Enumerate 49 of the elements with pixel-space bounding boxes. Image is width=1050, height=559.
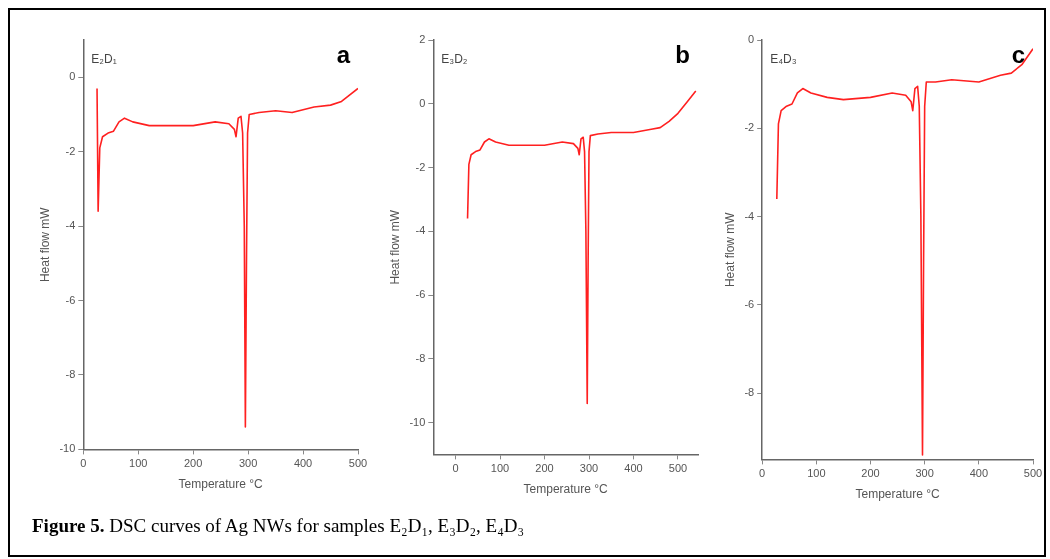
y-tick-label: -8 bbox=[744, 386, 755, 399]
x-tick-label: 400 bbox=[624, 462, 643, 475]
annotation: E₂D₁ bbox=[91, 52, 117, 67]
x-tick-label: 0 bbox=[80, 457, 87, 470]
annotation: E₄D₃ bbox=[770, 52, 797, 67]
annotation: E₃D₂ bbox=[441, 52, 468, 67]
y-axis-title: Heat flow mW bbox=[722, 211, 737, 288]
x-tick-label: 200 bbox=[535, 462, 554, 475]
y-tick-label: -4 bbox=[65, 219, 76, 232]
y-tick-label: 0 bbox=[69, 70, 76, 83]
x-tick-label: 500 bbox=[668, 462, 688, 475]
caption: Figure 5. DSC curves of Ag NWs for samples E₂D₁, E₃D₂, E₄D₃ bbox=[32, 515, 525, 537]
y-tick-label: -8 bbox=[415, 351, 426, 364]
y-axis-title: Heat flow mW bbox=[387, 209, 402, 285]
x-axis-title: Temperature °C bbox=[523, 482, 609, 497]
y-tick-label: -10 bbox=[409, 415, 426, 428]
y-tick-label: -6 bbox=[744, 297, 755, 310]
x-tick-label: 300 bbox=[915, 467, 934, 480]
annotation: b bbox=[675, 40, 690, 68]
y-tick-label: 2 bbox=[419, 33, 426, 46]
x-tick-label: 500 bbox=[348, 457, 368, 470]
x-tick-label: 300 bbox=[579, 462, 599, 475]
annotation: a bbox=[336, 40, 351, 68]
annotation: c bbox=[1011, 40, 1025, 68]
x-tick-label: 400 bbox=[293, 457, 313, 470]
y-tick-label: -2 bbox=[415, 160, 426, 173]
x-tick-label: 300 bbox=[238, 457, 258, 470]
x-tick-label: 0 bbox=[452, 462, 459, 475]
x-tick-label: 200 bbox=[184, 457, 203, 470]
x-tick-label: 0 bbox=[759, 467, 766, 480]
x-axis-title: Temperature °C bbox=[178, 477, 264, 492]
y-tick-label: -6 bbox=[415, 288, 426, 301]
x-tick-label: 500 bbox=[1023, 467, 1043, 480]
y-tick-label: 0 bbox=[419, 96, 426, 109]
y-tick-label: -6 bbox=[65, 293, 76, 306]
y-axis-title: Heat flow mW bbox=[37, 206, 52, 283]
y-tick-label: -8 bbox=[65, 367, 76, 380]
y-tick-label: -2 bbox=[65, 144, 76, 157]
x-tick-label: 200 bbox=[861, 467, 880, 480]
y-tick-label: -4 bbox=[744, 209, 755, 222]
x-tick-label: 100 bbox=[490, 462, 510, 475]
x-axis-title: Temperature °C bbox=[855, 487, 940, 502]
y-tick-label: -10 bbox=[59, 442, 76, 455]
x-tick-label: 400 bbox=[969, 467, 989, 480]
x-tick-label: 100 bbox=[807, 467, 826, 480]
y-tick-label: 0 bbox=[748, 33, 755, 46]
x-tick-label: 100 bbox=[129, 457, 148, 470]
y-tick-label: -4 bbox=[415, 224, 426, 237]
y-tick-label: -2 bbox=[744, 121, 755, 134]
